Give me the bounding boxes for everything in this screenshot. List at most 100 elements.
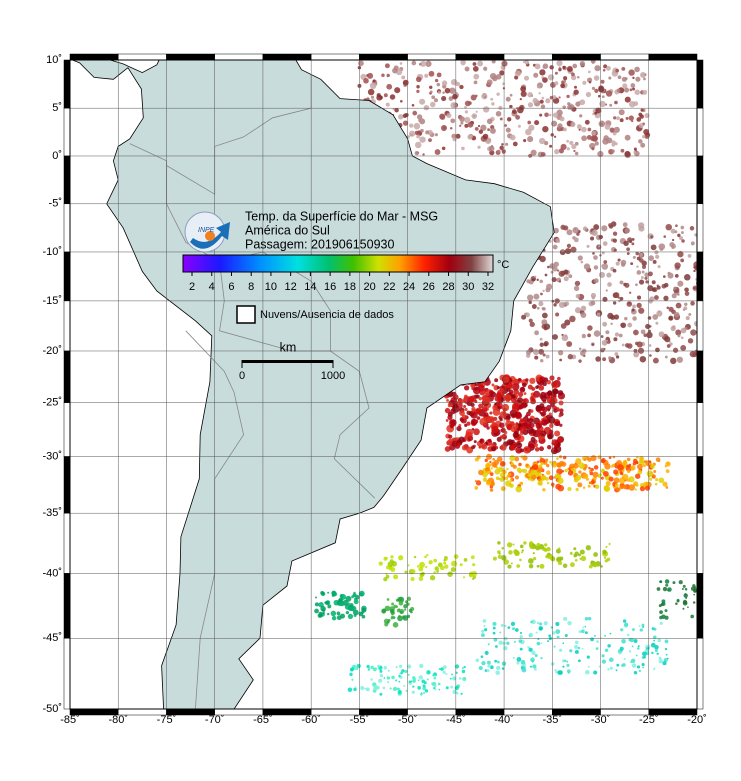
sst-pixel: [582, 486, 586, 489]
sst-pixel: [460, 60, 466, 66]
sst-pixel: [470, 402, 475, 408]
sst-pixel: [664, 579, 670, 584]
sst-pixel: [459, 410, 465, 416]
sst-pixel: [648, 298, 653, 304]
sst-pixel: [574, 141, 579, 146]
sst-pixel: [627, 322, 633, 328]
sst-pixel: [624, 282, 630, 288]
sst-pixel: [582, 80, 587, 85]
sst-pixel: [671, 325, 676, 329]
sst-pixel: [353, 687, 357, 692]
sst-pixel: [557, 477, 564, 485]
sst-pixel: [426, 678, 429, 681]
sst-pixel: [608, 356, 612, 360]
sst-pixel: [401, 75, 406, 80]
sst-pixel: [638, 123, 644, 129]
sst-pixel: [679, 236, 683, 240]
sst-pixel: [481, 661, 486, 666]
sst-pixel: [419, 136, 426, 143]
sst-pixel: [470, 94, 477, 101]
sst-pixel: [655, 457, 661, 462]
sst-pixel: [712, 281, 717, 286]
sst-pixel: [532, 464, 539, 470]
sst-pixel: [546, 404, 552, 411]
sst-pixel: [424, 555, 427, 559]
sst-pixel: [611, 149, 615, 153]
sst-pixel: [645, 280, 649, 284]
sst-pixel: [553, 227, 559, 234]
sst-pixel: [441, 146, 446, 151]
sst-pixel: [662, 586, 668, 592]
sst-pixel: [681, 239, 685, 243]
sst-pixel: [461, 146, 465, 151]
sst-pixel: [638, 279, 645, 285]
sst-pixel: [533, 390, 541, 398]
sst-pixel: [613, 126, 620, 133]
sst-pixel: [411, 60, 417, 66]
sst-pixel: [563, 269, 569, 275]
sst-pixel: [635, 654, 638, 657]
sst-pixel: [385, 572, 388, 575]
sst-pixel: [475, 480, 482, 486]
sst-pixel: [480, 124, 487, 131]
sst-pixel: [499, 387, 504, 393]
sst-pixel: [520, 86, 527, 92]
sst-pixel: [449, 127, 453, 130]
sst-pixel: [609, 127, 615, 133]
sst-pixel: [454, 664, 460, 669]
sst-pixel: [574, 558, 578, 562]
sst-pixel: [594, 484, 600, 489]
sst-pixel: [609, 657, 614, 663]
sst-pixel: [395, 605, 399, 608]
sst-pixel: [532, 664, 537, 669]
sst-pixel: [666, 657, 669, 660]
frame-segment: [63, 512, 71, 574]
sst-pixel: [563, 276, 569, 282]
sst-pixel: [607, 312, 614, 319]
sst-pixel: [605, 480, 611, 487]
sst-pixel: [649, 325, 652, 328]
lon-tick-label: -40˚: [494, 714, 514, 726]
sst-pixel: [529, 665, 533, 668]
lat-tick-label: -5˚: [49, 198, 62, 210]
sst-pixel: [665, 583, 669, 587]
sst-pixel: [640, 142, 646, 148]
sst-pixel: [593, 265, 599, 270]
sst-pixel: [665, 469, 670, 474]
sst-pixel: [710, 335, 714, 339]
sst-pixel: [481, 443, 488, 450]
sst-pixel: [551, 299, 555, 303]
sst-pixel: [419, 561, 426, 568]
lat-tick-label: 5˚: [52, 102, 62, 114]
colorbar-tick-label: 22: [383, 281, 395, 293]
sst-pixel: [598, 86, 605, 93]
sst-pixel: [536, 278, 539, 282]
sst-pixel: [405, 689, 408, 692]
sst-pixel: [413, 122, 421, 130]
sst-pixel: [476, 416, 481, 420]
sst-pixel: [533, 667, 537, 671]
sst-pixel: [486, 480, 492, 486]
sst-pixel: [529, 377, 536, 384]
lat-tick-label: -35˚: [42, 507, 62, 519]
sst-pixel: [567, 621, 572, 626]
sst-pixel: [642, 464, 646, 468]
sst-pixel: [634, 66, 640, 73]
sst-pixel: [539, 563, 545, 569]
sst-pixel: [594, 88, 599, 93]
sst-pixel: [621, 343, 625, 347]
sst-pixel: [412, 676, 416, 680]
sst-pixel: [545, 419, 549, 422]
sst-pixel: [650, 463, 655, 469]
sst-pixel: [557, 376, 561, 381]
sst-pixel: [407, 673, 410, 676]
sst-pixel: [544, 273, 548, 277]
sst-pixel: [492, 556, 497, 561]
sst-pixel: [483, 624, 486, 628]
sst-pixel: [478, 396, 483, 401]
scale-unit: km: [280, 340, 297, 354]
sst-pixel: [482, 396, 491, 405]
sst-pixel: [570, 552, 573, 556]
sst-pixel: [538, 385, 545, 391]
sst-pixel: [527, 294, 534, 301]
